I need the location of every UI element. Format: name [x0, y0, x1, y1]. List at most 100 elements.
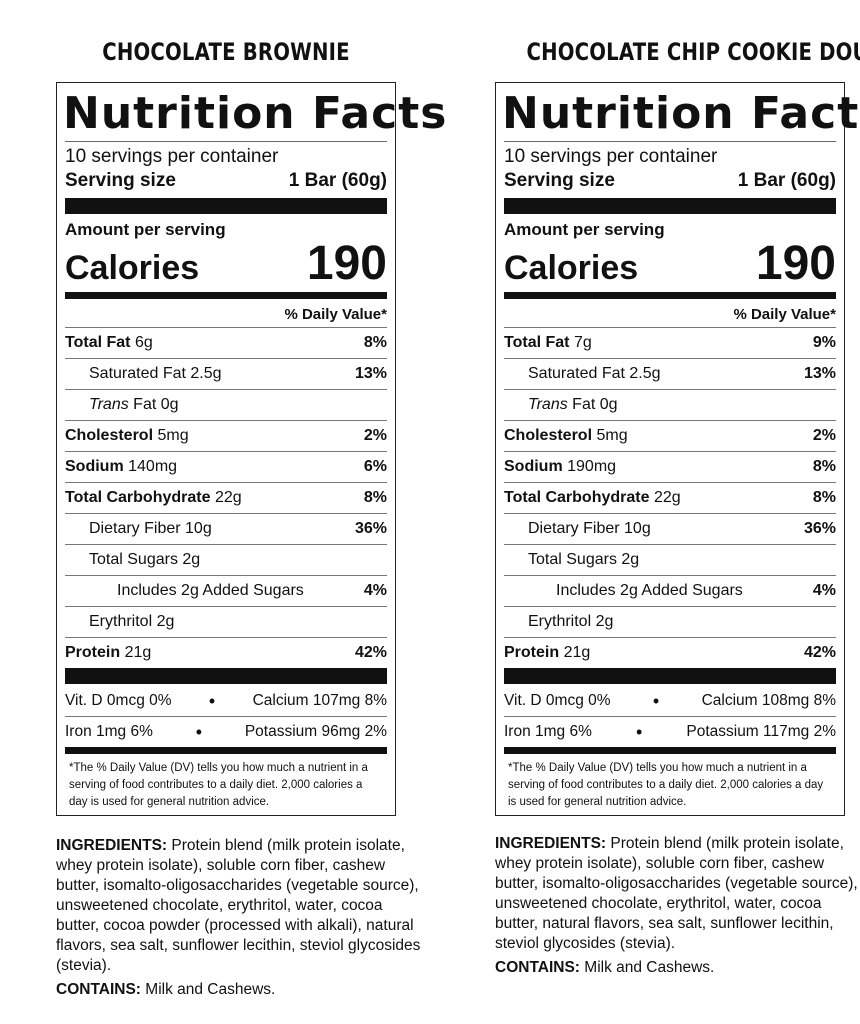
nutrient-dv: 42% [354, 644, 387, 661]
nutrient-amount: 22g [653, 489, 681, 506]
serving-size-value: 1 Bar (60g) [737, 170, 836, 191]
contains-label: CONTAINS: [56, 981, 141, 998]
nutrient-label: Sodium [65, 458, 124, 475]
nutrient-label: Total Carbohydrate [65, 489, 211, 506]
nutrient-amount: 5mg [596, 427, 628, 444]
nutrient-row-saturated-fat: Saturated Fat 2.5g 13% [65, 358, 387, 389]
flavor-title: CHOCOLATE CHIP COOKIE DOUGH [526, 38, 860, 66]
nutrition-facts-heading: Nutrition Facts [502, 88, 860, 139]
nutrient-row-total-sugars: Total Sugars 2g [504, 544, 836, 575]
nutrient-label: Total Fat [504, 334, 570, 351]
nutrient-dv: 4% [363, 582, 387, 599]
servings-per-container: 10 servings per container [65, 146, 279, 167]
nutrient-amount: 21g [563, 644, 591, 661]
vitamin-row-1: Vit. D 0mcg 0% • Calcium 107mg 8% [65, 686, 387, 716]
calories-row: Calories 190 [65, 240, 387, 288]
nutrient-amount: 7g [573, 334, 592, 351]
contains-allergens: Milk and Cashews. [145, 981, 276, 998]
bullet: • [195, 721, 203, 742]
calories-value: 190 [306, 237, 387, 290]
calories-label: Calories [504, 249, 639, 287]
nutrient-row-added-sugars: Includes 2g Added Sugars 4% [504, 575, 836, 606]
nutrient-amount: 140mg [128, 458, 178, 475]
nutrient-label: Saturated Fat [528, 365, 625, 382]
calcium: Calcium 107mg 8% [252, 692, 387, 709]
nutrient-row-total-carbohydrate: Total Carbohydrate 22g 8% [65, 482, 387, 513]
nutrient-dv: 8% [812, 489, 836, 506]
nutrient-amount: 0g [599, 396, 618, 413]
nutrient-label: Protein [65, 644, 121, 661]
nutrient-row-saturated-fat: Saturated Fat 2.5g 13% [504, 358, 836, 389]
ingredients-label: INGREDIENTS: [495, 835, 607, 852]
divider-medium [504, 292, 836, 299]
ingredients-label: INGREDIENTS: [56, 837, 168, 854]
nutrient-row-total-fat: Total Fat 6g 8% [65, 327, 387, 358]
divider-thick [504, 198, 836, 214]
nutrient-label: Protein [504, 644, 560, 661]
nutrient-dv: 2% [812, 427, 836, 444]
daily-value-footnote: *The % Daily Value (DV) tells you how mu… [69, 762, 368, 808]
potassium: Potassium 117mg 2% [686, 723, 836, 740]
nutrient-dv: 8% [812, 458, 836, 475]
nutrient-row-sodium: Sodium 140mg 6% [65, 451, 387, 482]
divider-medium [65, 292, 387, 299]
daily-value-header: % Daily Value* [284, 306, 387, 323]
nutrient-amount: 2.5g [190, 365, 222, 382]
ingredients-text: INGREDIENTS: Protein blend (milk protein… [56, 836, 426, 976]
nutrient-dv: 9% [812, 334, 836, 351]
nutrient-row-dietary-fiber: Dietary Fiber 10g 36% [504, 513, 836, 544]
nutrient-amount: 22g [214, 489, 242, 506]
nutrient-dv: 8% [363, 334, 387, 351]
nutrient-row-total-fat: Total Fat 7g 9% [504, 327, 836, 358]
bullet: • [652, 690, 660, 711]
nutrient-amount: 5mg [157, 427, 189, 444]
iron: Iron 1mg 6% [65, 723, 153, 740]
nutrient-label: Erythritol [528, 613, 592, 630]
vitamin-d: Vit. D 0mcg 0% [65, 692, 172, 709]
nutrient-row-erythritol: Erythritol 2g [504, 606, 836, 637]
divider-thick [65, 668, 387, 684]
serving-size-row: Serving size 1 Bar (60g) [504, 168, 836, 194]
nutrient-dv: 4% [812, 582, 836, 599]
serving-size-value: 1 Bar (60g) [288, 170, 387, 191]
divider-thick [65, 198, 387, 214]
nutrient-label: Cholesterol [504, 427, 593, 444]
daily-value-footnote: *The % Daily Value (DV) tells you how mu… [508, 762, 824, 808]
divider-thick [504, 668, 836, 684]
calories-row: Calories 190 [504, 240, 836, 288]
contains-text: CONTAINS: Milk and Cashews. [495, 958, 860, 978]
nutrient-amount: 6g [134, 334, 153, 351]
calories-value: 190 [755, 237, 836, 290]
nutrient-label: Total Sugars [89, 551, 178, 568]
nutrient-row-protein: Protein 21g 42% [65, 637, 387, 668]
ingredients-list: Protein blend (milk protein isolate, whe… [495, 835, 858, 952]
nutrient-dv: 42% [803, 644, 836, 661]
nutrient-row-erythritol: Erythritol 2g [65, 606, 387, 637]
ingredients-block: INGREDIENTS: Protein blend (milk protein… [495, 834, 860, 978]
calories-label: Calories [65, 249, 200, 287]
nutrient-row-cholesterol: Cholesterol 5mg 2% [504, 420, 836, 451]
serving-size-row: Serving size 1 Bar (60g) [65, 168, 387, 194]
nutrient-label: Total Fat [65, 334, 131, 351]
daily-value-header: % Daily Value* [733, 306, 836, 323]
bullet: • [208, 690, 216, 711]
vitamin-row-2: Iron 1mg 6% • Potassium 117mg 2% [504, 716, 836, 747]
divider-medium [65, 747, 387, 754]
nutrient-dv: 8% [363, 489, 387, 506]
nutrition-facts-label: Nutrition Facts 10 servings per containe… [56, 82, 446, 816]
nutrient-label: Erythritol [89, 613, 153, 630]
nutrient-dv: 13% [803, 365, 836, 382]
nutrient-label: Cholesterol [65, 427, 154, 444]
nutrient-row-total-carbohydrate: Total Carbohydrate 22g 8% [504, 482, 836, 513]
serving-size-label: Serving size [504, 170, 615, 191]
nutrient-label: Total Sugars [528, 551, 617, 568]
contains-text: CONTAINS: Milk and Cashews. [56, 980, 426, 1000]
servings-per-container: 10 servings per container [504, 146, 718, 167]
nutrient-label: Dietary Fiber [89, 520, 181, 537]
nutrient-label: Total Carbohydrate [504, 489, 650, 506]
divider-medium [504, 747, 836, 754]
serving-size-label: Serving size [65, 170, 176, 191]
nutrient-row-trans-fat: Trans Fat 0g [65, 389, 387, 420]
vitamin-row-1: Vit. D 0mcg 0% • Calcium 108mg 8% [504, 686, 836, 716]
nutrient-dv: 36% [354, 520, 387, 537]
